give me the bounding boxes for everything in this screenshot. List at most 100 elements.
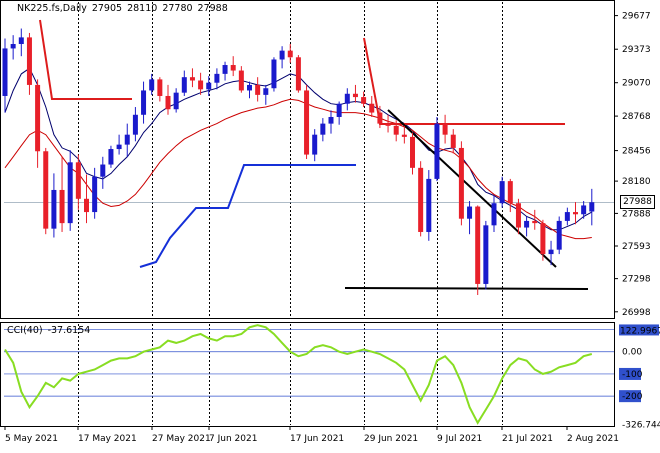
cci-axis-label: -326.744 — [622, 420, 660, 430]
last-price-tag: 27988 — [620, 195, 655, 210]
candle-body — [132, 114, 138, 135]
candle-body — [84, 198, 89, 213]
candle-body — [581, 205, 587, 215]
candle-body — [51, 189, 57, 229]
candle-body — [442, 123, 448, 135]
candle-body — [320, 123, 326, 135]
cci-level-label: -100 — [622, 370, 643, 380]
candle-body — [222, 65, 228, 74]
date-label: 21 Jul 2021 — [502, 434, 553, 444]
cci-caption: CCI(40) -37.6154 — [7, 325, 95, 336]
candle-body — [295, 57, 301, 91]
candles — [2, 28, 595, 295]
price-tick-label: 28456 — [622, 147, 651, 157]
candle-body — [434, 123, 440, 179]
candle-body — [287, 50, 293, 58]
cci-value: -37.6154 — [47, 325, 91, 336]
candle-body — [271, 59, 277, 89]
cci-panel-frame — [0, 322, 615, 427]
slow_ma-line — [4, 98, 592, 240]
price-tick-label: 27888 — [622, 209, 651, 219]
date-label: 2 Aug 2021 — [567, 434, 619, 444]
candle-body — [2, 48, 8, 96]
candle-body — [393, 125, 399, 135]
candle-body — [344, 93, 350, 104]
candle-body — [263, 88, 269, 95]
candle-body — [189, 77, 195, 81]
candle-body — [108, 149, 114, 165]
price-tick-label: 28180 — [622, 177, 651, 187]
candle-body — [214, 73, 220, 83]
candle-body — [181, 77, 187, 93]
candle-body — [157, 79, 163, 96]
support-step-line — [139, 164, 356, 268]
candle-body — [532, 220, 538, 224]
price-tick-label: 29677 — [622, 12, 651, 22]
candle-body — [247, 84, 252, 91]
price-tick-label: 29070 — [622, 79, 651, 89]
candle-body — [124, 134, 130, 145]
date-label: 29 Jun 2021 — [364, 434, 418, 444]
candle-body — [515, 203, 521, 228]
candle-body — [540, 223, 546, 255]
candle-body — [467, 206, 473, 219]
candle-body — [401, 134, 407, 137]
candle-body — [499, 181, 505, 204]
cci-level-tag — [619, 367, 641, 380]
candle-body — [369, 103, 375, 113]
candle-body — [59, 189, 65, 224]
candle-body — [230, 65, 236, 71]
candle-body — [458, 147, 464, 219]
candle-body — [385, 123, 391, 126]
price-tick-label: 27593 — [622, 242, 651, 252]
candle-body — [352, 93, 358, 98]
candle-body — [173, 92, 179, 110]
candle-body — [524, 220, 530, 228]
candle-body — [336, 103, 342, 117]
price-tick-label: 26998 — [622, 308, 651, 318]
candle-body — [67, 162, 73, 224]
candle-body — [312, 134, 318, 155]
chart-caption: NK225.fs,Daily 27905 28110 27780 27988 — [17, 3, 233, 14]
candle-body — [410, 136, 415, 168]
cci-axis: 122.9967 0.00 -100 -200 -326.744 — [619, 324, 660, 430]
cci-axis-label: 0.00 — [622, 348, 642, 358]
candle-body — [100, 164, 106, 177]
price-axis: 29677 29373 29070 28768 28456 28180 27888 27593… — [614, 12, 651, 318]
cci-name: CCI(40) — [7, 325, 43, 336]
candle-body — [548, 249, 554, 255]
low-value: 27780 — [162, 3, 193, 14]
cci-plot — [4, 324, 614, 425]
candle-body — [418, 167, 424, 232]
date-label: 17 Jun 2021 — [290, 434, 344, 444]
cci-level-label: -200 — [622, 392, 643, 402]
candle-body — [141, 90, 147, 115]
candle-body — [589, 202, 595, 212]
candle-body — [573, 212, 578, 215]
resistance-line — [39, 19, 132, 100]
date-label: 5 May 2021 — [5, 434, 58, 444]
candle-body — [165, 95, 171, 110]
candle-body — [426, 178, 432, 232]
candle-body — [149, 79, 155, 91]
candle-body — [483, 225, 489, 284]
symbol-label: NK225.fs,Daily — [17, 3, 87, 14]
candle-body — [304, 90, 310, 155]
price-tick-label: 28768 — [622, 112, 651, 122]
candle-body — [43, 151, 49, 229]
cci-max-tag — [619, 324, 659, 336]
high-value: 28110 — [127, 3, 158, 14]
candle-body — [475, 206, 481, 284]
cci-axis-label: 122.9967 — [620, 326, 660, 336]
candle-body — [556, 220, 562, 250]
main-chart-frame — [0, 0, 615, 319]
candle-body — [328, 116, 334, 124]
downtrend-line — [387, 109, 557, 268]
price-tick-label: 29373 — [622, 45, 651, 55]
candle-body — [75, 162, 81, 199]
open-value: 27905 — [91, 3, 123, 14]
date-label: 9 Jul 2021 — [437, 434, 482, 444]
candle-body — [26, 37, 32, 85]
